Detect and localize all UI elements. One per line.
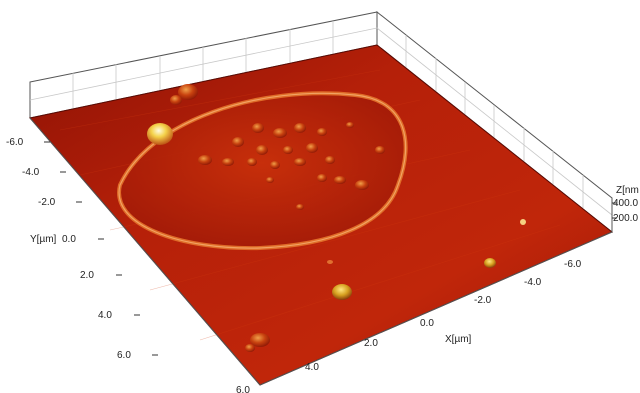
y-axis: -6.0 -4.0 -2.0 Y[µm] 0.0 2.0 4.0 6.0 <box>6 117 261 386</box>
z-tick-label: 400.0 <box>613 198 638 209</box>
y-axis-title: Y[µm] <box>30 234 57 245</box>
y-tick-label: -6.0 <box>6 137 24 148</box>
z-axis-title: Z[nm <box>616 185 639 196</box>
z-axis: Z[nm 400.0 200.0 <box>611 185 639 232</box>
x-tick-label: 4.0 <box>305 362 319 373</box>
back-wall-grid <box>29 10 613 234</box>
z-tick-label: 200.0 <box>613 213 638 224</box>
x-tick-label: -4.0 <box>524 277 542 288</box>
y-tick-label: -2.0 <box>38 197 56 208</box>
x-axis: 6.0 4.0 2.0 0.0 X[µm] -2.0 -4.0 -6.0 <box>236 231 613 393</box>
y-tick-label: 4.0 <box>98 310 112 321</box>
y-tick-label: 2.0 <box>80 270 94 281</box>
x-tick-label: 0.0 <box>420 318 434 329</box>
x-tick-label: -6.0 <box>564 259 582 270</box>
y-tick-label: 6.0 <box>117 350 131 361</box>
surface-particles <box>147 84 526 352</box>
x-tick-label: -2.0 <box>474 295 492 306</box>
x-axis-title: X[µm] <box>445 334 472 345</box>
y-tick-label: 0.0 <box>62 234 76 245</box>
y-tick-label: -4.0 <box>22 167 40 178</box>
cell-structure <box>117 91 408 251</box>
x-tick-label: 2.0 <box>364 338 378 349</box>
x-tick-label: 6.0 <box>236 385 250 393</box>
